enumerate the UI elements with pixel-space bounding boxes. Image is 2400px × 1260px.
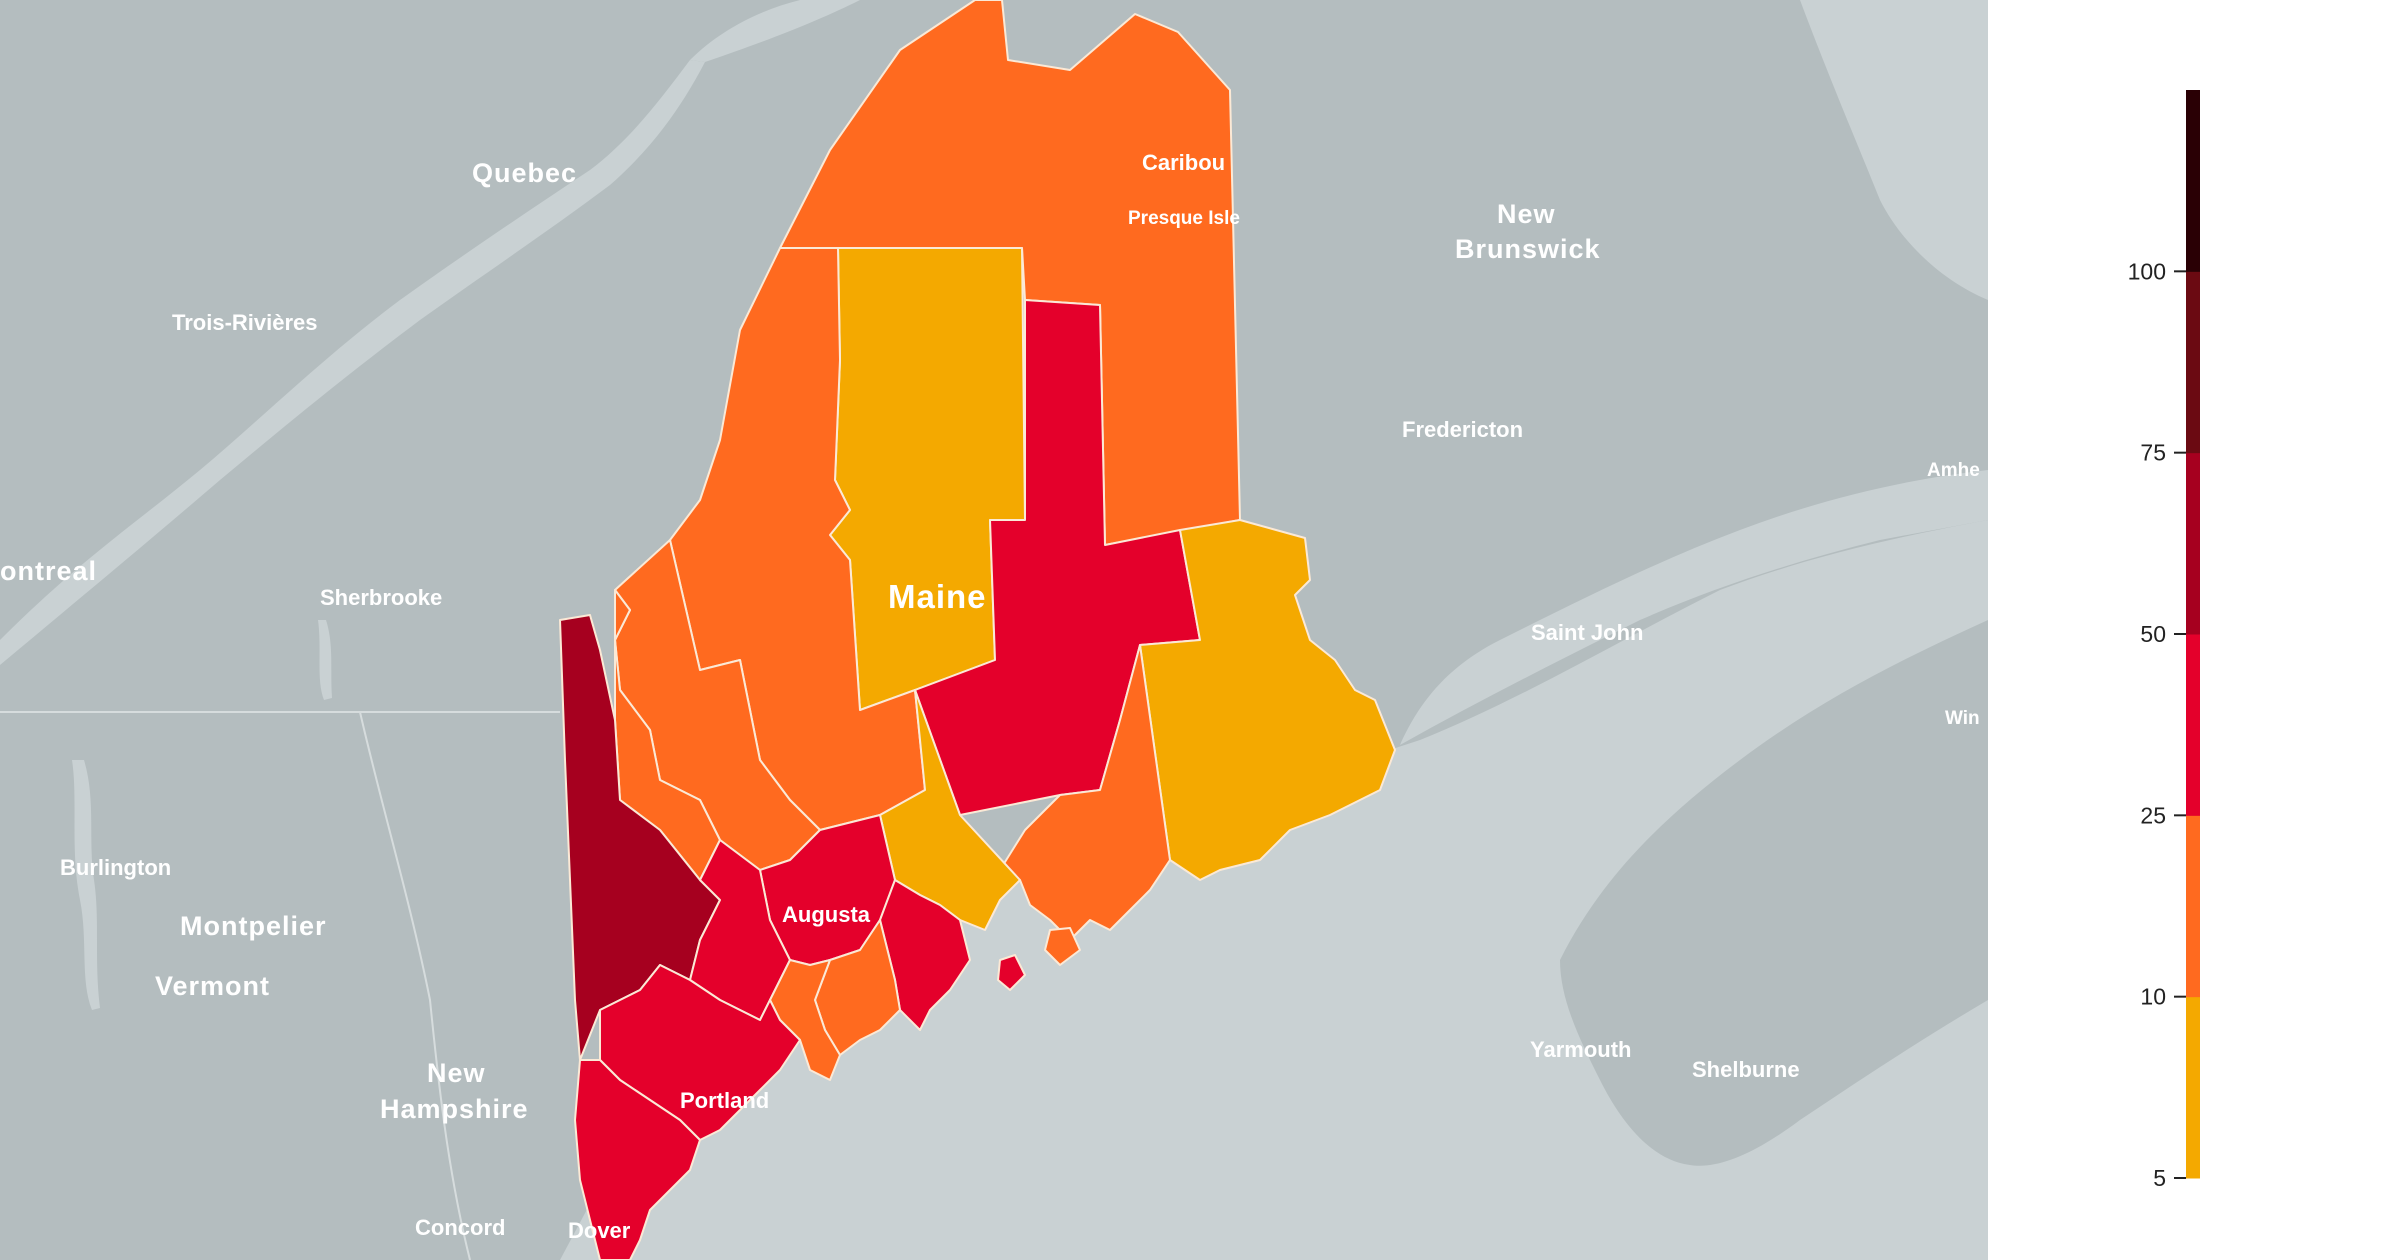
label-caribou: Caribou	[1142, 150, 1225, 175]
label-new-hampshire-2: Hampshire	[380, 1094, 529, 1124]
legend-color-bar	[2186, 90, 2200, 1179]
label-sherbrooke: Sherbrooke	[320, 585, 442, 610]
lake-champlain	[72, 760, 100, 1010]
bay-of-fundy	[1400, 470, 1988, 745]
label-new-hampshire-1: New	[427, 1058, 486, 1088]
label-saint-john: Saint John	[1531, 620, 1643, 645]
nova-scotia	[1560, 620, 1988, 1166]
lake-memphremagog	[318, 620, 332, 700]
label-burlington: Burlington	[60, 855, 171, 880]
label-new-brunswick-1: New	[1497, 199, 1556, 229]
vt-nh-border	[359, 711, 471, 1260]
label-portland: Portland	[680, 1088, 769, 1113]
label-dover: Dover	[568, 1218, 631, 1243]
label-maine: Maine	[888, 578, 987, 615]
county-washington[interactable]	[1139, 519, 1396, 881]
label-new-brunswick-2: Brunswick	[1455, 234, 1601, 264]
color-scale-legend: 100 75 50 25 10 5	[1988, 0, 2400, 1260]
legend-bin-5	[2186, 271, 2200, 454]
label-montpelier: Montpelier	[180, 911, 327, 941]
label-concord: Concord	[415, 1215, 505, 1240]
label-yarmouth: Yarmouth	[1530, 1037, 1631, 1062]
legend-tick-label: 100	[2128, 258, 2166, 284]
legend-tick-label: 25	[2140, 802, 2166, 828]
legend-tick-marks: 100 75 50 25 10 5	[2128, 258, 2186, 1191]
map-panel[interactable]: Quebec Trois-Rivières ontreal Sherbrooke…	[0, 0, 1988, 1260]
label-amherst: Amhe	[1927, 460, 1980, 481]
label-windsor: Win	[1945, 708, 1980, 729]
legend-bin-4	[2186, 452, 2200, 635]
legend-tick-label: 50	[2140, 621, 2166, 647]
st-lawrence-river	[0, 60, 705, 665]
northumberland-water	[1800, 0, 1988, 300]
island-mdi[interactable]	[1044, 927, 1081, 966]
label-trois-rivieres: Trois-Rivières	[172, 310, 318, 335]
st-lawrence-estuary	[690, 0, 860, 62]
label-fredericton: Fredericton	[1402, 417, 1523, 442]
legend-tick-label: 5	[2153, 1165, 2166, 1191]
label-montreal: ontreal	[0, 556, 97, 586]
county-york[interactable]	[574, 1059, 701, 1260]
legend-tick-label: 75	[2140, 440, 2166, 466]
legend-bin-3	[2186, 634, 2200, 816]
label-presque-isle: Presque Isle	[1128, 208, 1240, 229]
legend-bin-1	[2186, 996, 2200, 1179]
legend-tick-label: 10	[2140, 984, 2166, 1010]
legend-bin-2	[2186, 815, 2200, 998]
legend-bin-6	[2186, 90, 2200, 272]
label-shelburne: Shelburne	[1692, 1057, 1800, 1082]
label-augusta: Augusta	[782, 902, 871, 927]
label-vermont: Vermont	[155, 971, 270, 1001]
label-quebec: Quebec	[472, 158, 577, 188]
county-hancock[interactable]	[999, 644, 1171, 941]
maine-counties[interactable]	[559, 0, 1396, 1260]
island-vinalhaven[interactable]	[997, 954, 1026, 991]
map-labels: Quebec Trois-Rivières ontreal Sherbrooke…	[0, 150, 1980, 1243]
